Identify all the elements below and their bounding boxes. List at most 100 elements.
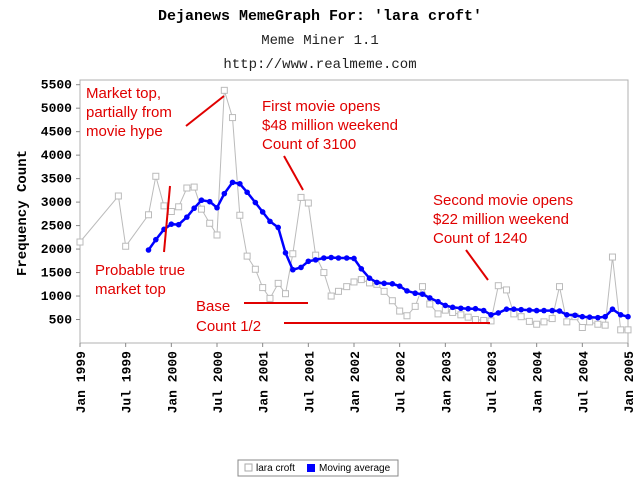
data-point <box>488 312 494 318</box>
data-point <box>595 314 601 321</box>
data-point <box>556 283 563 291</box>
legend-box <box>237 459 399 477</box>
data-point <box>357 276 365 284</box>
data-point <box>213 231 221 239</box>
data-point <box>167 208 175 215</box>
annotation-line: $22 million weekend <box>433 211 569 228</box>
data-point <box>449 304 456 311</box>
data-point <box>366 275 373 281</box>
data-point <box>472 305 479 312</box>
data-point <box>380 287 388 295</box>
data-point <box>197 205 205 213</box>
data-point <box>220 86 228 94</box>
data-point <box>381 280 387 287</box>
data-point <box>350 278 358 286</box>
data-point <box>160 202 168 210</box>
data-point <box>609 306 616 312</box>
data-point <box>343 255 350 261</box>
data-point <box>312 257 319 263</box>
data-point <box>578 324 586 332</box>
y-tick-label: 500 <box>49 313 73 328</box>
data-point <box>334 287 342 295</box>
data-point <box>442 302 449 309</box>
legend: lara croft Moving average <box>237 459 399 477</box>
data-point <box>556 308 563 314</box>
data-point <box>579 313 586 320</box>
y-tick-label: 4500 <box>41 125 72 140</box>
data-point <box>586 314 593 320</box>
data-point <box>458 305 464 312</box>
data-point <box>243 252 251 260</box>
data-point <box>526 307 533 313</box>
x-tick-label: Jul 1999 <box>120 351 135 414</box>
data-point <box>601 321 609 329</box>
data-point <box>564 312 570 318</box>
data-point <box>259 284 267 292</box>
series-lara-croft <box>76 86 632 334</box>
data-point <box>274 279 282 287</box>
data-point <box>191 205 197 212</box>
data-point <box>480 307 487 314</box>
data-point <box>320 269 328 277</box>
y-tick-label: 2500 <box>41 219 72 234</box>
data-point <box>533 320 541 328</box>
data-point <box>343 283 351 291</box>
x-tick-label: Jul 2003 <box>485 351 500 414</box>
data-point <box>388 297 396 305</box>
legend-label-moving-average: Moving average <box>319 463 391 474</box>
series-moving-average <box>145 179 631 321</box>
data-point <box>145 211 152 219</box>
series-line <box>147 181 629 319</box>
data-point <box>190 183 198 191</box>
data-point <box>464 313 472 321</box>
x-tick-label: Jan 2001 <box>257 351 272 414</box>
data-point <box>298 264 304 271</box>
data-point <box>358 265 365 272</box>
data-point <box>282 290 289 298</box>
data-point <box>608 253 616 261</box>
y-tick-label: 4000 <box>41 148 72 163</box>
annotation-line: market top <box>95 281 166 298</box>
y-tick-label: 3000 <box>41 195 72 210</box>
data-point <box>625 313 631 320</box>
legend-label-lara-croft: lara croft <box>256 463 295 474</box>
data-point <box>517 313 525 321</box>
annotation-line: Base <box>196 298 230 315</box>
data-point <box>198 197 205 204</box>
data-point <box>259 209 266 215</box>
data-point <box>465 305 471 312</box>
chart-subtitle: Meme Miner 1.1 <box>261 33 379 49</box>
data-point <box>122 242 130 250</box>
data-point <box>251 265 259 273</box>
data-point <box>548 315 556 323</box>
data-point <box>152 172 160 180</box>
annotation-line: partially from <box>86 104 172 121</box>
data-point <box>602 313 608 320</box>
data-point <box>305 258 312 265</box>
data-point <box>221 190 228 197</box>
data-point <box>540 318 548 326</box>
annotation-line: movie hype <box>86 123 163 140</box>
data-point <box>206 219 214 227</box>
data-point <box>617 326 625 334</box>
legend-swatch-lara-croft <box>244 463 253 472</box>
data-point <box>290 266 296 273</box>
data-point <box>435 298 441 305</box>
data-point <box>275 224 281 231</box>
data-point <box>412 290 418 297</box>
y-tick-label: 5000 <box>41 101 72 116</box>
pointer-true-market-top <box>163 185 171 253</box>
x-tick-label: Jan 2005 <box>622 351 637 414</box>
data-point <box>518 306 524 313</box>
data-point <box>487 317 495 325</box>
data-point <box>624 326 632 334</box>
pointer-first-movie <box>283 155 304 191</box>
annotation-line: Count of 1240 <box>433 230 527 247</box>
annotation-line: Probable true <box>95 262 185 279</box>
data-point <box>403 312 411 320</box>
data-point <box>419 291 426 297</box>
data-point <box>236 211 244 219</box>
data-point <box>214 204 220 211</box>
x-tick-label: Jan 2002 <box>348 351 363 414</box>
data-point <box>175 221 182 228</box>
